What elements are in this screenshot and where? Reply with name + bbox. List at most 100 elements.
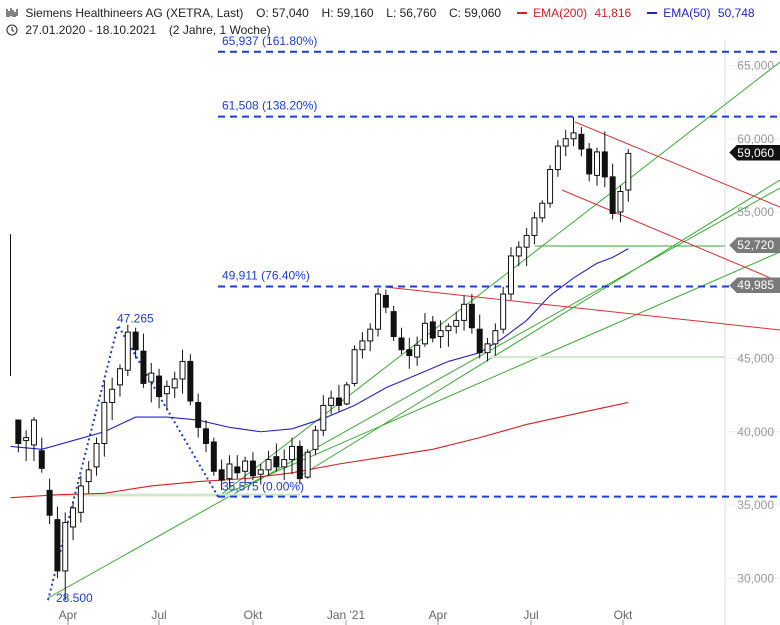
- candle-body: [523, 234, 530, 248]
- candle-body: [46, 489, 53, 516]
- instrument-title: Siemens Healthineers AG (XETRA, Last): [25, 5, 244, 20]
- candle-body: [461, 303, 468, 321]
- candle-body: [296, 445, 303, 480]
- candle-body: [242, 460, 249, 472]
- green-trendline-main: [47, 187, 780, 599]
- candle-body: [554, 145, 561, 171]
- candle-body: [531, 217, 538, 236]
- candle-body: [179, 360, 186, 380]
- candle-body: [304, 451, 311, 478]
- candle-body: [54, 519, 61, 572]
- red-channel-lower: [561, 189, 780, 283]
- candle-body: [570, 132, 577, 140]
- x-tick-label: Jan '21: [327, 608, 366, 622]
- candle-body: [398, 337, 405, 351]
- candle-body: [492, 330, 499, 345]
- candle-body: [273, 456, 280, 468]
- y-tick-label: 40,000: [737, 425, 774, 439]
- candle-body: [116, 368, 123, 386]
- candle-body: [30, 419, 37, 446]
- price-tag: 49,985: [729, 277, 780, 294]
- candle-body: [148, 372, 155, 383]
- candle-body: [320, 404, 327, 431]
- chart-header: Siemens Healthineers AG (XETRA, Last) O:…: [0, 0, 780, 40]
- ema200-value: 41,816: [594, 5, 632, 20]
- green-trendline-steep: [217, 61, 780, 498]
- candle-body: [85, 469, 92, 483]
- candle-body: [93, 442, 100, 468]
- candle-body: [406, 349, 413, 357]
- candle-body: [414, 344, 421, 358]
- y-tick-label: 30,000: [737, 571, 774, 585]
- candle-body: [484, 343, 491, 354]
- candle-body: [335, 397, 342, 406]
- candle-body: [234, 466, 241, 474]
- fib-level-label: 61,508 (138.20%): [222, 99, 317, 113]
- header-row-range: 27.01.2020 - 18.10.2021 (2 Jahre, 1 Woch…: [6, 22, 271, 37]
- candle-body: [312, 429, 319, 450]
- period-label: (2 Jahre, 1 Woche): [168, 22, 271, 37]
- candle-body: [187, 360, 194, 402]
- candle-body: [218, 469, 225, 481]
- x-tick-label: Okt: [244, 608, 263, 622]
- candle-body: [359, 340, 366, 351]
- header-row-quote: Siemens Healthineers AG (XETRA, Last) O:…: [6, 5, 755, 20]
- fib-level-label: 65,937 (161.80%): [222, 34, 317, 48]
- candle-body: [375, 293, 382, 330]
- candle-body: [132, 331, 139, 351]
- candle-body: [38, 450, 45, 469]
- zigzag-pivot-line: [47, 322, 219, 601]
- candle-body: [609, 176, 616, 214]
- candle-body: [586, 148, 593, 175]
- candle-body: [70, 507, 77, 528]
- x-tick-label: Apr: [429, 608, 448, 622]
- ema50-label: EMA(50): [663, 5, 711, 20]
- y-tick-label: 60,000: [737, 132, 774, 146]
- candles-layer: [10, 116, 632, 601]
- ema-lines-layer: [10, 248, 629, 499]
- candle-body: [351, 349, 358, 384]
- ema200-swatch: [516, 11, 527, 14]
- clock-icon[interactable]: [6, 24, 18, 36]
- price-tag: 52,720: [729, 237, 780, 254]
- candle-body: [578, 133, 585, 150]
- candle-body: [617, 190, 624, 213]
- candle-body: [171, 378, 178, 389]
- low-value: 56,760: [399, 5, 437, 20]
- open-label: O:: [256, 5, 269, 20]
- fib-level-label: 49,911 (76.40%): [222, 269, 310, 283]
- grid-layer: [724, 40, 780, 625]
- ema200-line: [10, 401, 629, 499]
- x-tick-label: Jul: [523, 608, 538, 622]
- close-value: 59,060: [464, 5, 502, 20]
- chart-type-icon[interactable]: [6, 7, 18, 19]
- ema50-value: 50,748: [717, 5, 755, 20]
- pivot-low-label: 28.500: [56, 591, 93, 605]
- y-tick-label: 45,000: [737, 352, 774, 366]
- candle-body: [500, 293, 507, 330]
- green-trendline-mid: [217, 251, 780, 498]
- candle-body: [468, 303, 475, 329]
- candle-body: [265, 459, 272, 471]
- y-tick-label: 35,000: [737, 498, 774, 512]
- candle-body: [390, 311, 397, 338]
- candle-body: [163, 385, 170, 395]
- red-trendline-long: [384, 286, 780, 331]
- candle-body: [382, 295, 389, 308]
- price-tag: 59,060: [729, 144, 780, 161]
- candle-body: [453, 319, 460, 327]
- x-tick-label: Apr: [59, 608, 78, 622]
- candle-body: [562, 138, 569, 147]
- candle-body: [77, 485, 84, 513]
- y-tick-label: 55,000: [737, 205, 774, 219]
- low-label: L:: [386, 5, 397, 20]
- high-label: H:: [321, 5, 334, 20]
- candle-body: [257, 469, 264, 475]
- axis-layer: 30,00035,00040,00045,00050,00055,00060,0…: [59, 59, 774, 625]
- y-tick-label: 65,000: [737, 59, 774, 73]
- candle-body: [328, 397, 335, 406]
- x-tick-label: Jul: [151, 608, 166, 622]
- candle-body: [445, 325, 452, 332]
- ema200-label: EMA(200): [533, 5, 588, 20]
